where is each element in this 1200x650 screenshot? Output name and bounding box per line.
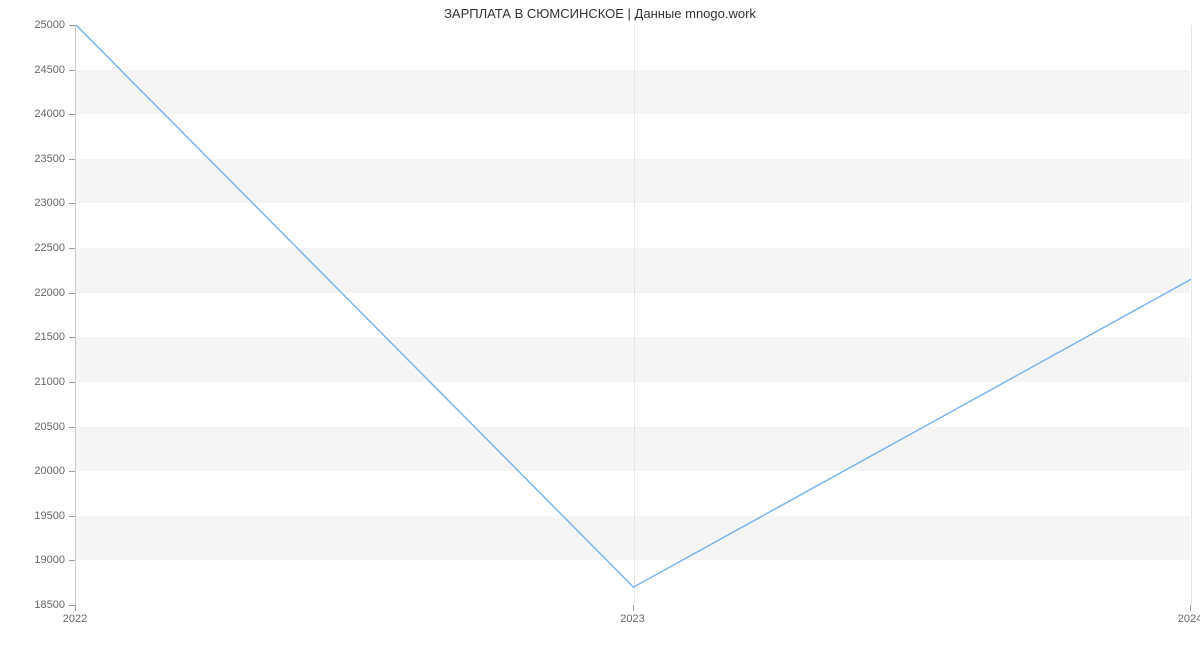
chart-title: ЗАРПЛАТА В СЮМСИНСКОЕ | Данные mnogo.wor…: [0, 6, 1200, 21]
y-axis-label: 24000: [0, 108, 65, 120]
y-axis-tick: [69, 70, 75, 71]
y-axis-label: 20500: [0, 421, 65, 433]
y-axis-label: 25000: [0, 19, 65, 31]
x-axis-label: 2023: [620, 613, 644, 625]
y-axis-label: 19000: [0, 554, 65, 566]
y-axis-tick: [69, 337, 75, 338]
line-series-layer: [76, 25, 1191, 605]
x-axis-label: 2024: [1178, 613, 1200, 625]
y-axis-label: 23000: [0, 197, 65, 209]
y-axis-tick: [69, 382, 75, 383]
y-axis-tick: [69, 427, 75, 428]
y-axis-tick: [69, 114, 75, 115]
y-axis-tick: [69, 293, 75, 294]
y-axis-label: 22000: [0, 287, 65, 299]
y-axis-label: 23500: [0, 153, 65, 165]
grid-vertical-line: [1191, 25, 1192, 605]
plot-area: [75, 25, 1190, 605]
x-axis-tick: [1190, 605, 1191, 611]
salary-line-chart: ЗАРПЛАТА В СЮМСИНСКОЕ | Данные mnogo.wor…: [0, 0, 1200, 650]
y-axis-tick: [69, 560, 75, 561]
y-axis-tick: [69, 516, 75, 517]
y-axis-tick: [69, 471, 75, 472]
y-axis-label: 19500: [0, 510, 65, 522]
x-axis-tick: [633, 605, 634, 611]
y-axis-tick: [69, 25, 75, 26]
y-axis-label: 20000: [0, 465, 65, 477]
y-axis-label: 21000: [0, 376, 65, 388]
y-axis-label: 18500: [0, 599, 65, 611]
salary-line-series: [76, 25, 1191, 587]
y-axis-tick: [69, 248, 75, 249]
y-axis-label: 22500: [0, 242, 65, 254]
x-axis-tick: [75, 605, 76, 611]
y-axis-label: 21500: [0, 331, 65, 343]
y-axis-label: 24500: [0, 64, 65, 76]
y-axis-tick: [69, 203, 75, 204]
x-axis-label: 2022: [63, 613, 87, 625]
y-axis-tick: [69, 159, 75, 160]
